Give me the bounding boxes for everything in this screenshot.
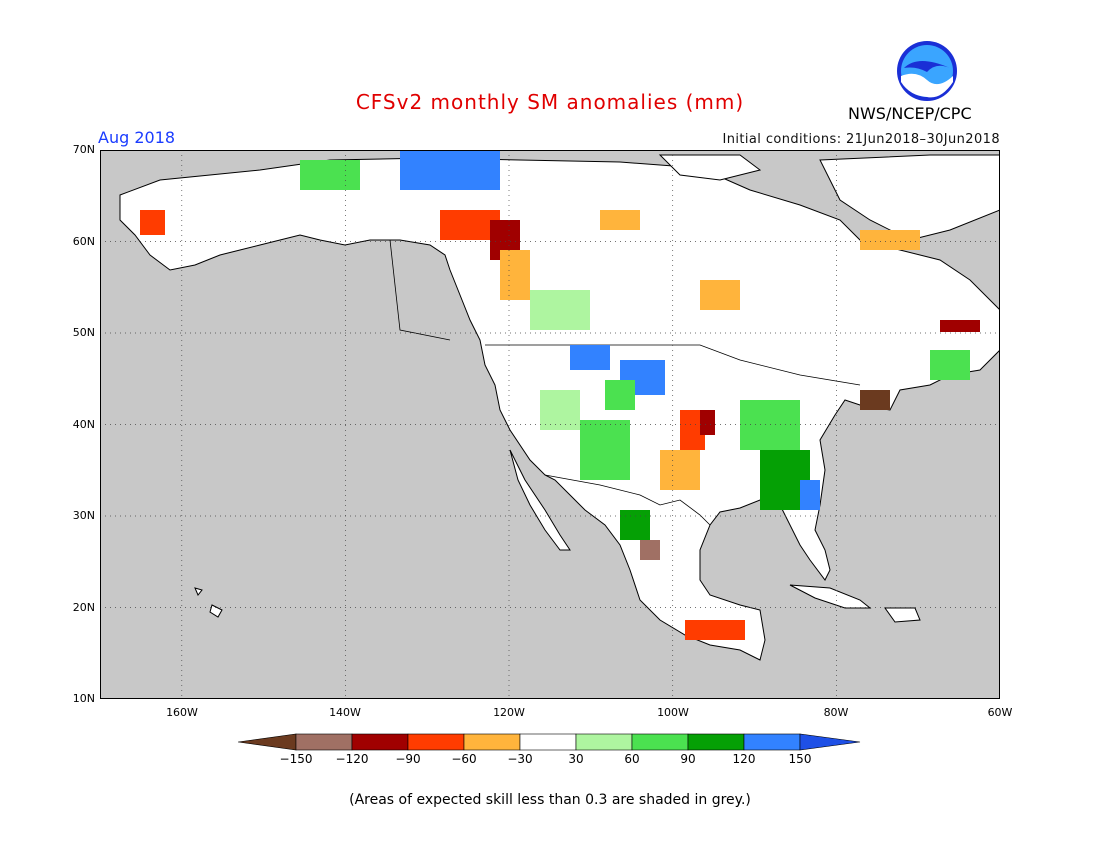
colorbar-label: 60 xyxy=(624,752,640,766)
colorbar-segment-120-150 xyxy=(743,733,801,751)
map-title: CFSv2 monthly SM anomalies (mm) xyxy=(355,90,745,114)
colorbar-label: 150 xyxy=(788,752,812,766)
lat-label-50n: 50N xyxy=(72,326,95,339)
lat-label-60n: 60N xyxy=(72,235,95,248)
agency-label: NWS/NCEP/CPC xyxy=(848,104,972,123)
colorbar-segment-above-150 xyxy=(799,733,861,751)
noaa-logo-icon xyxy=(897,41,957,101)
initial-conditions-label: Initial conditions: 21Jun2018–30Jun2018 xyxy=(722,132,1000,147)
target-month-label: Aug 2018 xyxy=(98,128,176,147)
lon-label-60w: 60W xyxy=(987,706,1013,719)
lat-label-70n: 70N xyxy=(72,143,95,156)
colorbar-segment-neg120-neg90 xyxy=(351,733,409,751)
lon-label-140w: 140W xyxy=(329,706,361,719)
colorbar-label: −120 xyxy=(335,752,369,766)
colorbar-label: −60 xyxy=(451,752,477,766)
colorbar-segment-neg60-neg30 xyxy=(463,733,521,751)
colorbar-label: 120 xyxy=(732,752,756,766)
colorbar-segment-neg90-neg60 xyxy=(407,733,465,751)
colorbar-segment-90-120 xyxy=(687,733,745,751)
colorbar-segment-60-90 xyxy=(631,733,689,751)
colorbar-segment-neg30-30 xyxy=(519,733,577,751)
anomaly-colorbar xyxy=(238,733,861,751)
lat-label-10n: 10N xyxy=(72,692,95,705)
colorbar-label: −30 xyxy=(507,752,533,766)
colorbar-label: −150 xyxy=(279,752,313,766)
colorbar-label: 30 xyxy=(568,752,584,766)
gridlines xyxy=(100,150,1000,699)
colorbar-segment-30-60 xyxy=(575,733,633,751)
colorbar-label: −90 xyxy=(395,752,421,766)
lat-label-20n: 20N xyxy=(72,601,95,614)
colorbar-segment-below-neg150 xyxy=(238,733,297,751)
colorbar-label: 90 xyxy=(680,752,696,766)
colorbar-segment-neg150-neg120 xyxy=(295,733,353,751)
lat-label-30n: 30N xyxy=(72,509,95,522)
lon-label-100w: 100W xyxy=(657,706,689,719)
lon-label-120w: 120W xyxy=(493,706,525,719)
country-borders xyxy=(389,239,861,526)
anomaly-cells xyxy=(140,150,980,640)
lon-label-80w: 80W xyxy=(823,706,849,719)
skill-footnote: (Areas of expected skill less than 0.3 a… xyxy=(349,792,751,808)
lon-label-160w: 160W xyxy=(166,706,198,719)
soil-moisture-map xyxy=(100,150,1000,699)
lat-label-40n: 40N xyxy=(72,418,95,431)
